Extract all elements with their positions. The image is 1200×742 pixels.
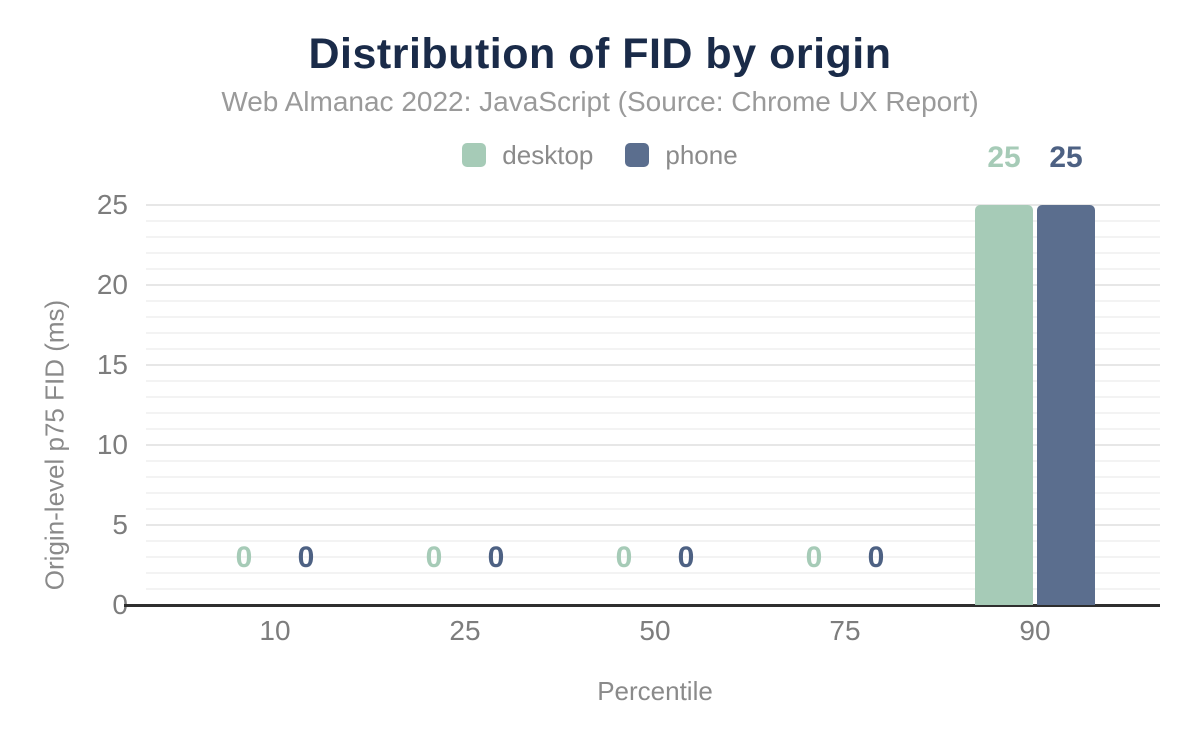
legend-swatch-phone: [625, 143, 650, 167]
gridline-major: [146, 284, 1160, 286]
y-tick-label-20: 20: [96, 269, 128, 300]
gridline-major: [146, 364, 1160, 366]
x-tick-label-90: 90: [1019, 615, 1051, 646]
legend: desktop phone: [0, 140, 1200, 170]
y-tick-label-5: 5: [112, 509, 128, 540]
y-tick-label-10: 10: [96, 429, 128, 460]
value-label-phone-p90: 25: [1049, 141, 1083, 174]
value-label-desktop-p75: 0: [805, 541, 823, 574]
y-tick-label-25: 25: [96, 189, 128, 220]
gridline-minor: [146, 236, 1160, 238]
gridline-minor: [146, 412, 1160, 414]
gridline-minor: [146, 428, 1160, 430]
value-label-phone-p10: 0: [297, 541, 315, 574]
value-label-phone-p75: 0: [867, 541, 885, 574]
bar-phone-p90[interactable]: [1037, 205, 1095, 605]
y-axis-title: Origin-level p75 FID (ms): [39, 299, 70, 591]
value-label-desktop-p10: 0: [235, 541, 253, 574]
value-label-desktop-p90: 25: [987, 141, 1021, 174]
gridline-minor: [146, 332, 1160, 334]
x-tick-label-50: 50: [639, 615, 671, 646]
legend-item-desktop[interactable]: desktop: [462, 140, 593, 171]
legend-label-desktop: desktop: [502, 139, 594, 170]
chart-title: Distribution of FID by origin: [308, 30, 892, 78]
x-axis-title: Percentile: [597, 676, 713, 706]
value-label-desktop-p50: 0: [615, 541, 633, 574]
gridline-minor: [146, 588, 1160, 590]
gridline-minor: [146, 220, 1160, 222]
gridline-minor: [146, 348, 1160, 350]
y-tick-label-15: 15: [96, 349, 128, 380]
chart-subtitle: Web Almanac 2022: JavaScript (Source: Ch…: [221, 86, 979, 117]
gridline-minor: [146, 556, 1160, 558]
value-label-phone-p25: 0: [487, 541, 505, 574]
y-tick-label-0: 0: [112, 589, 128, 620]
gridline-minor: [146, 572, 1160, 574]
gridline-minor: [146, 316, 1160, 318]
gridline-major: [146, 524, 1160, 526]
legend-item-phone[interactable]: phone: [625, 139, 738, 171]
x-axis-line: [124, 604, 1160, 607]
x-tick-label-25: 25: [449, 615, 481, 646]
legend-label-phone: phone: [665, 139, 738, 170]
gridline-minor: [146, 460, 1160, 462]
gridline-minor: [146, 508, 1160, 510]
gridline-minor: [146, 268, 1160, 270]
gridline-major: [146, 444, 1160, 446]
gridline-minor: [146, 252, 1160, 254]
gridline-minor: [146, 476, 1160, 478]
value-label-phone-p50: 0: [677, 541, 695, 574]
x-tick-label-10: 10: [259, 615, 291, 646]
bar-desktop-p90[interactable]: [975, 205, 1033, 605]
legend-swatch-desktop: [462, 143, 487, 167]
gridline-minor: [146, 540, 1160, 542]
gridline-major: [146, 204, 1160, 206]
x-tick-label-75: 75: [829, 615, 861, 646]
gridline-minor: [146, 300, 1160, 302]
gridline-minor: [146, 396, 1160, 398]
gridline-minor: [146, 380, 1160, 382]
gridline-minor: [146, 492, 1160, 494]
value-label-desktop-p25: 0: [425, 541, 443, 574]
